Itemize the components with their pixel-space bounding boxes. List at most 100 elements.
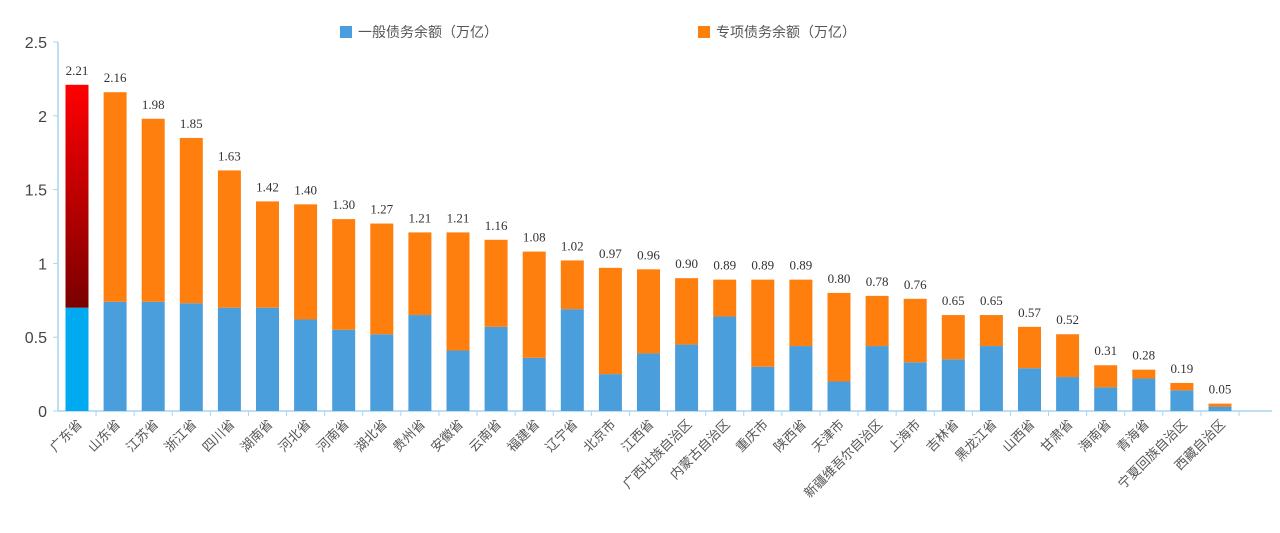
bar-special — [1170, 382, 1194, 391]
bar-general — [446, 350, 470, 411]
x-tick-label: 贵州省 — [391, 417, 429, 455]
y-tick-label: 2.5 — [25, 35, 47, 52]
bar-general — [865, 346, 889, 411]
value-label: 0.89 — [713, 258, 736, 273]
bar-special — [1056, 334, 1080, 378]
x-tick-label: 宁夏回族自治区 — [1115, 417, 1191, 493]
bar-special — [675, 278, 699, 345]
bar-special — [484, 239, 508, 327]
value-label: 1.30 — [332, 197, 355, 212]
x-tick-label: 福建省 — [505, 417, 543, 455]
bar-special — [1132, 369, 1156, 379]
legend-special-label: 专项债务余额（万亿） — [716, 25, 856, 41]
value-label: 0.80 — [828, 271, 851, 286]
legend-general: 一般债务余额（万亿） — [340, 22, 498, 42]
value-label: 0.19 — [1171, 361, 1194, 376]
y-tick-label: 1.5 — [25, 183, 47, 200]
value-label: 1.85 — [180, 116, 203, 131]
y-tick-label: 2 — [38, 109, 47, 126]
bar-special — [65, 84, 89, 308]
x-tick-label: 湖北省 — [352, 417, 390, 455]
legend-general-label: 一般债务余额（万亿） — [358, 25, 498, 41]
bar-special — [789, 279, 813, 347]
x-tick-label: 广东省 — [48, 417, 86, 455]
bar-general — [789, 346, 813, 411]
value-label: 2.21 — [66, 63, 89, 78]
value-labels: 2.21 2.16 1.98 1.85 1.63 1.42 1.40 1.30 1.27 1.21… — [66, 63, 1232, 397]
bar-general — [1208, 406, 1232, 411]
x-tick-label: 重庆市 — [733, 417, 772, 456]
x-tick-label: 广西壮族自治区 — [620, 417, 696, 493]
bar-general — [256, 307, 279, 411]
bar-special — [141, 118, 165, 302]
value-label: 0.78 — [866, 274, 889, 289]
bar-special — [1208, 403, 1232, 407]
bar-general — [713, 316, 737, 411]
x-tick-labels: 广东省 山东省 江苏省 浙江省 四川省 湖南省 河北省 河南省 湖北省 贵州省 安徽省 云南省 福建省辽… — [48, 411, 1240, 501]
bar-general — [179, 303, 203, 411]
bar-special — [598, 267, 622, 375]
value-label: 1.16 — [485, 218, 508, 233]
value-label: 0.31 — [1094, 343, 1117, 358]
value-label: 0.90 — [675, 256, 698, 271]
value-label: 0.28 — [1132, 348, 1155, 363]
bar-general — [827, 381, 851, 411]
bar-special — [408, 232, 432, 316]
value-label: 0.52 — [1056, 312, 1079, 327]
value-label: 1.42 — [256, 179, 279, 194]
y-tick-label: 1 — [38, 256, 47, 273]
value-label: 0.76 — [904, 277, 927, 292]
bar-special — [903, 298, 927, 363]
bar-general — [598, 374, 622, 411]
bar-general — [1018, 368, 1041, 411]
value-label: 0.05 — [1209, 382, 1232, 397]
value-label: 0.65 — [980, 293, 1003, 308]
bar-special — [865, 295, 889, 347]
value-label: 1.40 — [294, 182, 317, 197]
bar-general — [979, 346, 1003, 411]
value-label: 1.98 — [142, 97, 165, 112]
bar-general — [484, 326, 508, 411]
bar-special — [256, 201, 279, 308]
bar-special — [294, 204, 318, 320]
bar-general — [217, 307, 241, 411]
bar-general — [1170, 390, 1194, 411]
bar-general — [941, 359, 965, 411]
x-tick-label: 河北省 — [276, 417, 314, 455]
bar-general — [522, 357, 546, 411]
bar-general — [1056, 377, 1080, 411]
bar-special — [370, 223, 394, 335]
bar-special — [522, 251, 546, 358]
value-label: 1.21 — [409, 210, 432, 225]
bar-general — [370, 334, 394, 411]
bar-general — [637, 353, 660, 411]
bar-special — [979, 315, 1003, 347]
value-label: 1.63 — [218, 148, 241, 163]
bar-general — [560, 309, 584, 411]
bar-general — [294, 319, 318, 411]
legend-general-swatch — [340, 26, 352, 38]
x-tick-label: 安徽省 — [429, 417, 467, 455]
legend-special-swatch — [698, 26, 710, 38]
x-tick-label: 北京市 — [580, 417, 619, 456]
bar-special — [560, 260, 584, 310]
bar-special — [217, 170, 241, 308]
value-label: 0.97 — [599, 246, 622, 261]
bar-general — [332, 329, 356, 411]
x-tick-label: 四川省 — [200, 417, 238, 455]
bar-special — [179, 137, 203, 304]
value-label: 0.89 — [751, 258, 774, 273]
x-tick-label: 河南省 — [314, 417, 353, 456]
bar-special — [713, 279, 737, 317]
x-tick-label: 山东省 — [86, 417, 124, 455]
x-tick-label: 上海市 — [885, 417, 924, 456]
bar-special — [941, 315, 965, 360]
bar-special — [827, 292, 851, 382]
bar-special — [1018, 326, 1041, 369]
x-tick-label: 江苏省 — [123, 417, 162, 456]
value-label: 1.27 — [370, 202, 393, 217]
bar-special — [637, 269, 660, 354]
bar-special — [332, 219, 356, 330]
bar-general — [675, 344, 699, 411]
